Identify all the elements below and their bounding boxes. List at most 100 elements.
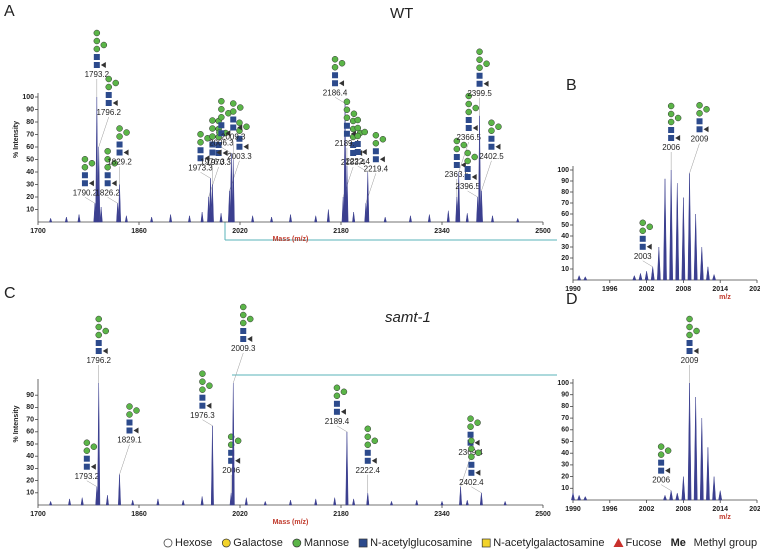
peak <box>345 431 349 506</box>
glycan-glyph <box>350 142 357 148</box>
minor-peak <box>638 273 643 281</box>
glycan-glyph <box>675 135 681 141</box>
minor-peak <box>503 500 507 506</box>
minor-peak <box>446 210 450 223</box>
minor-peak <box>187 215 192 223</box>
glycan-glyph <box>639 243 646 250</box>
glycan-glyph <box>488 143 495 150</box>
minor-peak <box>64 216 68 223</box>
minor-peak <box>465 213 469 223</box>
glycan-glyph <box>693 327 700 335</box>
minor-peak <box>251 215 255 223</box>
peak <box>229 492 233 506</box>
peak-label: 2219.4 <box>364 164 389 173</box>
x-tick-label: 2340 <box>434 511 450 518</box>
glycan-glyph <box>230 124 237 131</box>
glycan-glyph <box>102 327 109 335</box>
glycan-glyph <box>112 100 118 106</box>
x-tick-label: 2008 <box>676 506 692 513</box>
glycan-glyph <box>209 125 216 132</box>
x-tick-label: 2014 <box>712 286 728 293</box>
y-tick-label: 30 <box>26 465 34 472</box>
glycan-glyph <box>105 92 112 98</box>
peak-label: 2006.3 <box>209 138 234 147</box>
minor-peak <box>657 246 661 281</box>
glycan-glyph <box>104 156 111 163</box>
minor-peak <box>352 211 356 223</box>
peak <box>343 103 347 223</box>
glycan-glyph <box>90 443 98 450</box>
x-tick-label: 1700 <box>30 511 46 518</box>
legend-label: Mannose <box>304 537 349 549</box>
peak-label: 1793.2 <box>85 70 110 79</box>
glycan-glyph <box>206 402 212 409</box>
glycan-glyph <box>333 408 340 415</box>
minor-peak <box>326 209 330 223</box>
glycan-glyph <box>646 243 652 250</box>
glycan-glyph <box>639 235 646 242</box>
y-tick-label: 40 <box>26 453 34 460</box>
y-tick-label: 50 <box>561 438 569 445</box>
minor-peak <box>681 197 686 281</box>
peak-label: 2186.4 <box>323 88 348 97</box>
glycan-glyph <box>102 348 108 354</box>
glycan-glyph <box>364 425 372 433</box>
y-tick-label: 10 <box>26 490 34 497</box>
peak <box>366 171 370 223</box>
x-axis-title: m/z <box>719 514 731 521</box>
peak <box>650 266 655 281</box>
peak-label: 2222.4 <box>356 466 381 475</box>
glycan-glyph <box>236 143 243 150</box>
panel-title: samt-1 <box>385 309 431 326</box>
glycan-glyph <box>93 62 100 68</box>
glycan-glyph <box>703 106 710 113</box>
glycan-glyph <box>354 132 362 140</box>
minor-peak <box>408 215 412 223</box>
glycan-glyph <box>95 331 102 339</box>
peak-label: 1796.2 <box>86 356 111 365</box>
glycan-glyph <box>95 323 102 331</box>
glycan-glyph <box>379 156 385 163</box>
minor-peak <box>712 476 716 501</box>
glycan-glyph <box>239 311 247 319</box>
glycan-glyph <box>474 439 480 446</box>
glycan-glyph <box>199 386 206 393</box>
leader-line <box>334 97 346 104</box>
legend-label: Galactose <box>233 537 283 549</box>
minor-peak <box>583 276 588 281</box>
glycan-glyph <box>646 223 653 231</box>
peak-label: 1976.3 <box>200 158 225 167</box>
glycan-glyph <box>674 114 682 122</box>
glycan-glyph <box>216 149 222 156</box>
minor-peak <box>415 500 419 506</box>
y-tick-label: 80 <box>561 189 569 196</box>
glycan-glyph <box>464 166 471 172</box>
peak <box>118 474 121 506</box>
glycan-glyph <box>111 180 117 187</box>
legend-symbol <box>481 538 491 548</box>
peak-label: 1976.3 <box>190 411 215 420</box>
minor-peak <box>490 215 495 223</box>
peak <box>97 146 101 223</box>
x-tick-label: 1990 <box>565 506 581 513</box>
glycan-glyph <box>354 149 361 155</box>
glycan-glyph <box>696 118 703 125</box>
glycan-glyph <box>696 126 703 133</box>
glycan-glyph <box>488 135 495 142</box>
glycan-glyph <box>333 392 341 400</box>
panel-letter: D <box>566 291 578 308</box>
glycan-glyph <box>209 141 216 148</box>
glycan-glyph <box>665 467 671 474</box>
y-tick-label: 10 <box>561 266 569 273</box>
peak-label: 2363.5 <box>445 170 470 179</box>
glycan-glyph <box>471 153 478 161</box>
x-tick-label: 2014 <box>712 506 728 513</box>
peak-label: 1829.2 <box>107 158 132 167</box>
glycan-glyph <box>116 141 123 148</box>
minor-peak <box>200 211 204 223</box>
minor-peak <box>693 397 698 501</box>
glycan-glyph <box>639 219 646 227</box>
peak <box>118 184 122 223</box>
legend-label: Fucose <box>625 537 661 549</box>
